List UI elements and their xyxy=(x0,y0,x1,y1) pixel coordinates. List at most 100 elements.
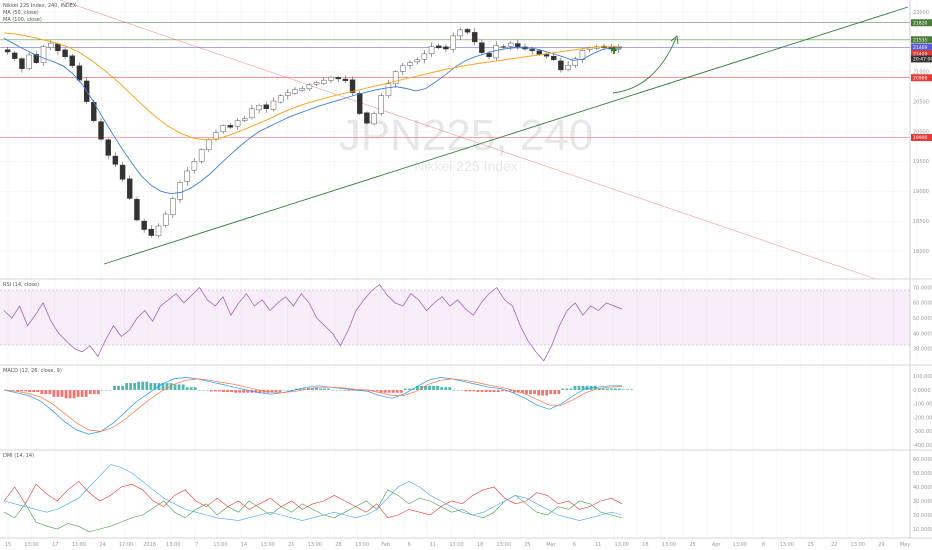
candle-body xyxy=(263,104,270,110)
candle-body xyxy=(342,78,349,81)
time-tick-label: 13:00 xyxy=(355,542,369,548)
axis-tick-label: 40.0000 xyxy=(913,485,932,491)
support-trendline[interactable] xyxy=(103,6,909,265)
macd-histogram-bar xyxy=(331,389,335,391)
macd-histogram-bar xyxy=(464,389,468,392)
macd-histogram-bar xyxy=(185,387,189,390)
macd-histogram-bar xyxy=(416,385,419,390)
candle-body xyxy=(105,139,111,156)
candle-body xyxy=(177,182,183,200)
axis-tick-label: 60.0000 xyxy=(913,457,932,463)
macd-histogram-bar xyxy=(274,389,278,393)
macd-histogram-bar xyxy=(109,389,112,391)
time-tick-label: 17:00 xyxy=(119,542,133,548)
macd-histogram-bar xyxy=(222,389,225,393)
axis-tick-label: 50.0000 xyxy=(913,316,932,322)
candle-body xyxy=(162,213,169,226)
macd-histogram-bar xyxy=(601,388,605,390)
candle-body xyxy=(407,62,413,66)
candle-body xyxy=(364,112,370,124)
axis-tick-label: 18500 xyxy=(913,219,929,225)
macd-histogram-bar xyxy=(488,389,492,393)
macd-histogram-bar xyxy=(113,385,116,390)
axis-tick-label: 30.0000 xyxy=(913,347,932,353)
candle-body xyxy=(198,149,205,162)
macd-histogram-bar xyxy=(315,387,318,390)
candle-body xyxy=(450,35,456,50)
candle-body xyxy=(349,79,356,93)
macd-histogram-bar xyxy=(553,389,557,395)
macd-histogram-bar xyxy=(537,389,541,396)
axis-tick-label: 19500 xyxy=(913,159,929,165)
descending-trendline[interactable] xyxy=(59,0,877,280)
candle-body xyxy=(464,29,471,33)
chart-title: Nikkei 225 Index, 240, INDEX xyxy=(3,3,77,9)
macd-histogram-bar xyxy=(145,381,149,390)
candle-body xyxy=(184,170,190,182)
candle-body xyxy=(256,105,262,111)
macd-histogram-bar xyxy=(379,389,383,393)
macd-histogram-bar xyxy=(52,389,56,397)
macd-histogram-bar xyxy=(298,388,302,390)
axis-tick-label: 18000 xyxy=(913,249,929,255)
time-tick-label: 11 xyxy=(430,542,436,548)
time-tick-label: 13:00 xyxy=(308,542,322,548)
axis-tick-label: 22000 xyxy=(913,10,929,16)
time-tick-label: 15 xyxy=(5,542,11,548)
candle-body xyxy=(479,42,485,53)
ma-100-line xyxy=(3,32,622,141)
price-tag xyxy=(911,74,932,82)
macd-histogram-bar xyxy=(44,389,48,395)
macd-histogram-bar xyxy=(197,389,201,391)
time-tick-label: 13:00 xyxy=(662,542,676,548)
watermark-symbol: JPN225, 240 xyxy=(339,111,593,160)
candle-body xyxy=(40,46,47,63)
time-tick-label: 13:00 xyxy=(449,542,463,548)
macd-histogram-bar xyxy=(391,389,395,393)
candle-body xyxy=(356,93,363,114)
macd-histogram-bar xyxy=(210,389,213,392)
time-tick-label: 13:00 xyxy=(213,542,227,548)
macd-histogram-bar xyxy=(246,389,250,393)
price-tag xyxy=(911,36,932,44)
price-tag xyxy=(911,50,932,58)
candle-body xyxy=(299,88,305,91)
macd-histogram-bar xyxy=(472,389,476,392)
macd-histogram-bar xyxy=(395,389,399,393)
time-tick-label: 6 xyxy=(573,542,576,548)
time-tick-label: 13:00 xyxy=(851,542,865,548)
time-tick-label: 6 xyxy=(408,542,411,548)
candle-body xyxy=(378,95,384,114)
time-tick-label: 15 xyxy=(807,542,813,548)
price-tag xyxy=(911,134,932,142)
macd-histogram-bar xyxy=(262,389,266,393)
candle-body xyxy=(421,53,428,60)
macd-histogram-bar xyxy=(28,389,32,393)
macd-histogram-bar xyxy=(258,389,262,393)
candle-body xyxy=(234,120,241,127)
price-tag-label: 21409 xyxy=(913,45,927,51)
candle-body xyxy=(486,53,492,58)
macd-histogram-bar xyxy=(230,389,234,393)
time-tick-label: Feb xyxy=(381,542,390,548)
candle-body xyxy=(500,46,507,48)
price-tag-label: 19900 xyxy=(913,135,927,141)
candle-body xyxy=(392,71,399,85)
macd-histogram-bar xyxy=(173,384,177,390)
macd-histogram-bar xyxy=(411,388,415,390)
macd-histogram-bar xyxy=(533,389,536,395)
macd-histogram-bar xyxy=(609,388,613,390)
candle-body xyxy=(565,64,571,71)
macd-histogram-bar xyxy=(399,389,403,393)
candle-body xyxy=(328,76,334,81)
macd-histogram-bar xyxy=(32,389,36,393)
macd-histogram-bar xyxy=(40,389,44,395)
macd-histogram-bar xyxy=(561,388,565,390)
macd-histogram-bar xyxy=(480,389,484,393)
price-tag-label: 21420 xyxy=(913,52,927,58)
candle-body xyxy=(536,50,543,55)
price-tag-label: 20:47:00 xyxy=(913,57,932,63)
candle-body xyxy=(134,198,140,221)
macd-histogram-bar xyxy=(149,383,153,390)
